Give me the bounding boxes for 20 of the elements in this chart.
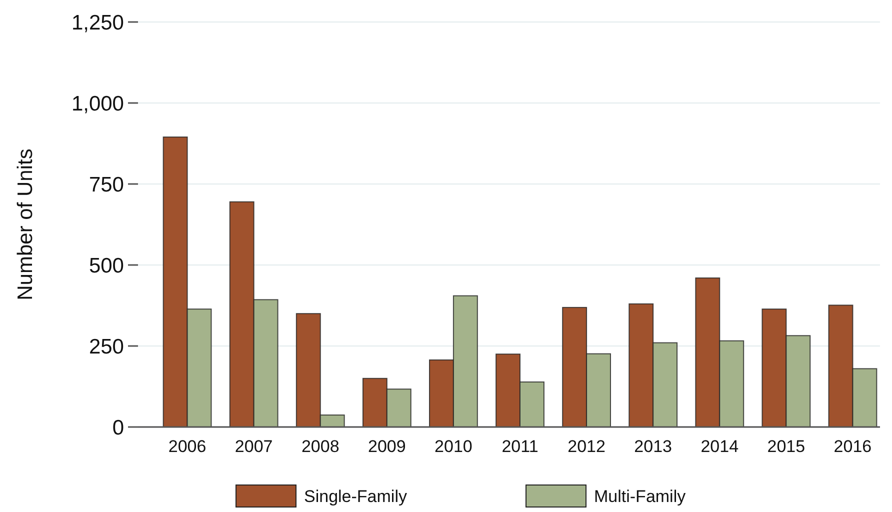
legend-label: Multi-Family <box>594 486 686 506</box>
y-tick-label: 0 <box>112 416 124 440</box>
x-tick-label: 2011 <box>502 437 538 456</box>
x-tick-label: 2012 <box>568 437 606 456</box>
y-tick-label: 500 <box>88 254 124 278</box>
x-tick-label: 2009 <box>368 437 406 456</box>
legend-label: Single-Family <box>304 486 408 506</box>
y-tick-label: 1,000 <box>71 92 124 116</box>
x-tick-label: 2013 <box>634 437 672 456</box>
y-tick-label: 1,250 <box>71 11 124 34</box>
y-tick-label: 250 <box>88 335 124 358</box>
x-tick-label: 2008 <box>301 437 340 456</box>
x-tick-label: 2007 <box>234 437 273 456</box>
x-tick-label: 2014 <box>700 437 739 456</box>
y-tick-label: 750 <box>88 173 124 196</box>
y-axis-title: Number of Units <box>14 148 37 300</box>
x-tick-label: 2010 <box>434 437 472 456</box>
x-tick-label: 2006 <box>168 437 206 456</box>
x-tick-label: 2015 <box>767 437 806 456</box>
x-tick-label: 2016 <box>834 437 872 456</box>
